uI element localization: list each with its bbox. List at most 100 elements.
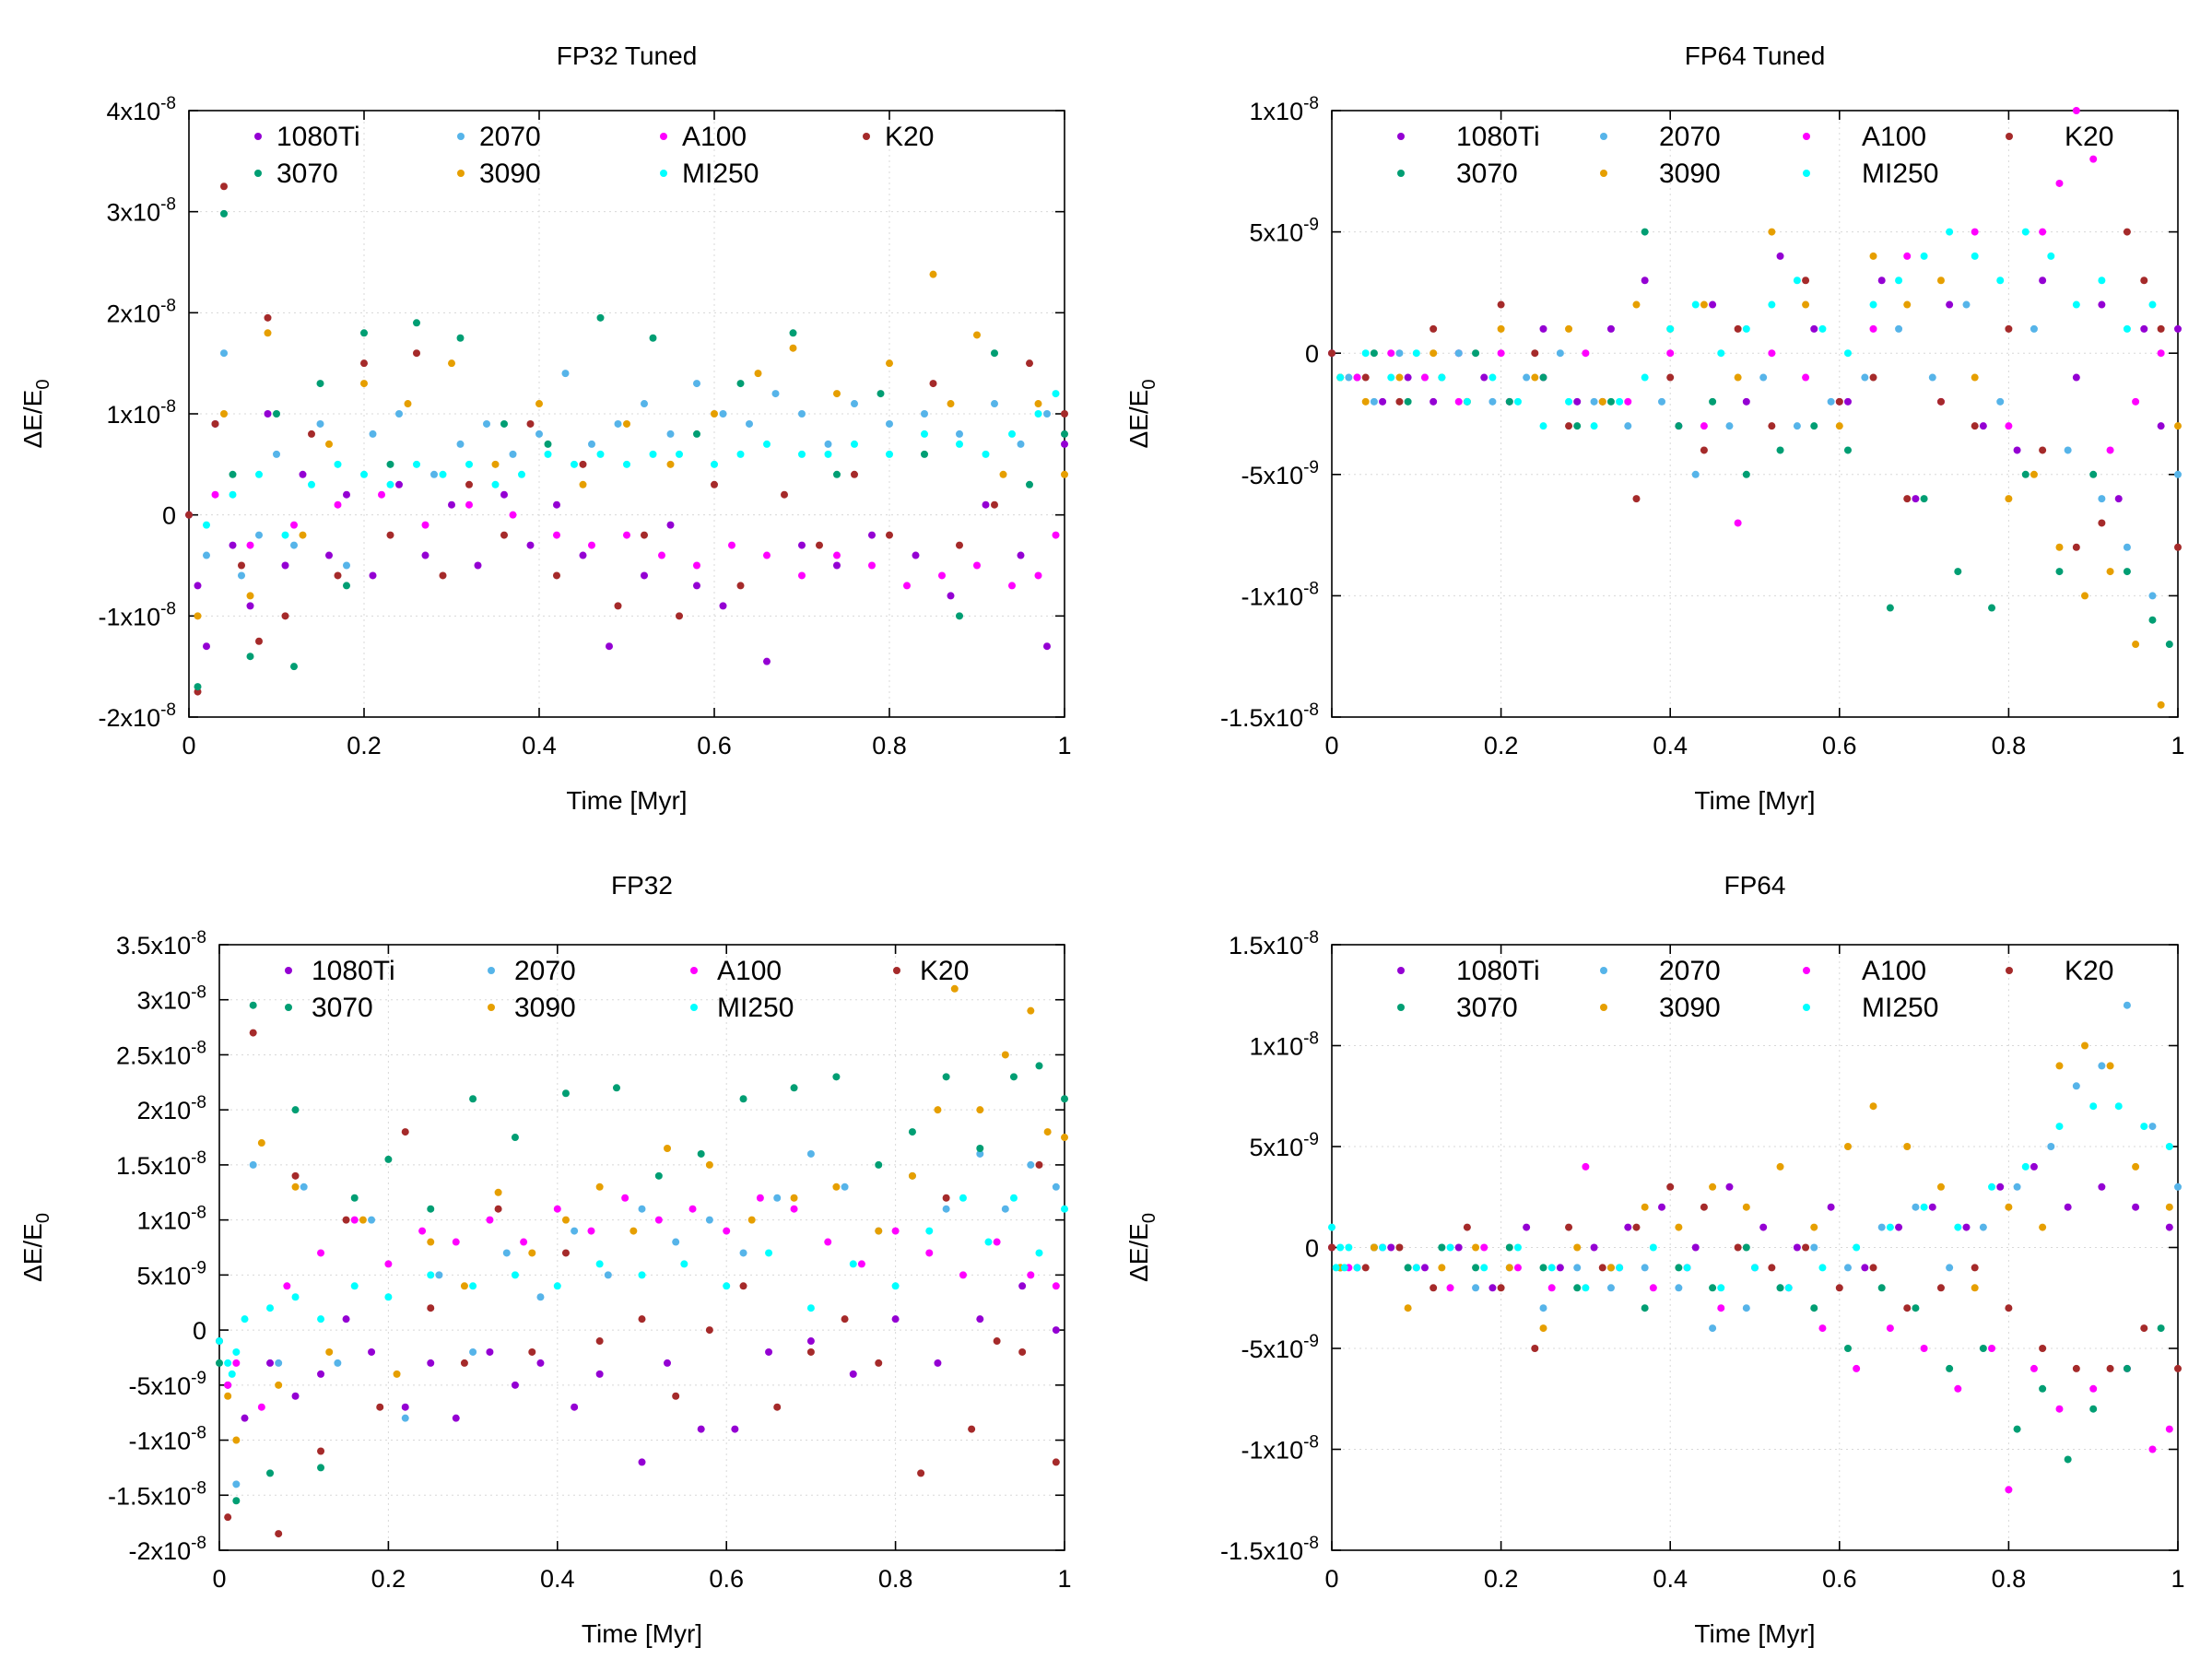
data-point-3090 <box>1709 1182 1717 1191</box>
x-tick-label: 0.2 <box>371 1565 406 1593</box>
data-point-k20 <box>1497 1284 1505 1292</box>
data-point-2070 <box>851 400 858 408</box>
data-point-3070 <box>1742 1243 1750 1252</box>
data-point-3070 <box>1886 604 1894 612</box>
data-point-1080ti <box>2165 1223 2173 1231</box>
legend-label-1080ti: 1080Ti <box>1456 122 1540 152</box>
data-point-2070 <box>2148 1123 2157 1131</box>
legend-marker-3090 <box>1600 1004 1607 1011</box>
data-point-mi250 <box>1539 422 1547 430</box>
data-point-k20 <box>917 1469 925 1477</box>
data-point-k20 <box>1936 1284 1945 1292</box>
data-point-mi250 <box>2140 1123 2148 1131</box>
data-point-1080ti <box>2072 373 2080 382</box>
data-point-mi250 <box>1008 429 1016 438</box>
data-point-1080ti <box>947 592 955 600</box>
data-point-3070 <box>1641 228 1649 236</box>
data-point-3070 <box>290 663 298 671</box>
data-point-2070 <box>1624 422 1632 430</box>
data-point-3090 <box>1734 373 1742 382</box>
data-point-1080ti <box>368 1347 376 1356</box>
data-point-a100 <box>1387 349 1395 358</box>
data-point-2070 <box>886 419 893 428</box>
y-tick-label: 2x10-8 <box>137 1093 206 1124</box>
data-point-3090 <box>1869 1102 1877 1111</box>
data-point-3070 <box>991 349 998 358</box>
data-point-3070 <box>1573 422 1582 430</box>
data-point-3090 <box>790 1194 798 1202</box>
data-point-3070 <box>220 209 228 218</box>
data-point-3070 <box>1641 1304 1649 1312</box>
data-point-3090 <box>1430 349 1438 358</box>
data-point-3070 <box>246 653 254 661</box>
data-point-3090 <box>535 400 543 408</box>
x-axis-label: Time [Myr] <box>566 786 687 815</box>
data-point-k20 <box>816 541 823 549</box>
x-tick-label: 0.8 <box>872 732 907 759</box>
data-point-mi250 <box>228 1370 236 1378</box>
data-point-mi250 <box>1336 1243 1345 1252</box>
data-point-k20 <box>413 349 420 358</box>
data-point-2070 <box>1810 1243 1818 1252</box>
data-point-mi250 <box>511 1271 519 1279</box>
data-point-3070 <box>2148 616 2157 624</box>
data-point-mi250 <box>1793 276 1801 285</box>
data-point-2070 <box>1675 1284 1683 1292</box>
data-point-2070 <box>1556 349 1564 358</box>
data-point-3070 <box>2021 470 2030 478</box>
data-point-k20 <box>991 500 998 509</box>
data-point-mi250 <box>765 1249 773 1257</box>
data-point-mi250 <box>1818 324 1827 333</box>
data-point-3090 <box>1936 276 1945 285</box>
data-point-1080ti <box>421 551 429 559</box>
data-point-3070 <box>736 380 745 388</box>
data-point-k20 <box>460 1359 468 1367</box>
data-point-2070 <box>483 419 490 428</box>
data-point-3070 <box>194 683 202 691</box>
x-tick-label: 1 <box>1057 1565 1071 1593</box>
y-tick-label: 5x10-9 <box>1250 1130 1319 1161</box>
data-point-mi250 <box>2089 1102 2098 1111</box>
x-tick-label: 0 <box>1324 732 1338 759</box>
data-point-a100 <box>2072 107 2080 114</box>
data-point-2070 <box>561 370 570 378</box>
y-tick-label: 0 <box>162 502 176 530</box>
data-point-k20 <box>386 531 394 539</box>
legend-marker-mi250 <box>1803 170 1810 177</box>
data-point-3090 <box>2055 1062 2064 1070</box>
data-point-a100 <box>868 561 876 570</box>
data-point-mi250 <box>959 1194 967 1202</box>
data-point-3070 <box>1979 1345 1987 1352</box>
data-point-2070 <box>666 429 675 438</box>
data-point-1080ti <box>1573 397 1582 406</box>
data-point-3090 <box>754 370 762 378</box>
data-point-3090 <box>232 1436 241 1444</box>
data-point-k20 <box>439 571 447 580</box>
data-point-k20 <box>1361 1264 1370 1272</box>
data-point-3070 <box>561 1089 570 1098</box>
data-point-1080ti <box>1420 1264 1429 1272</box>
data-point-2070 <box>2064 446 2072 454</box>
chart-fp64-tuned: FP64 Tuned 1x10-8 5x10-9 0 -5x10-9 -1x10-8 -1.… <box>1106 0 2212 830</box>
legend-marker-3090 <box>488 1004 495 1011</box>
data-point-mi250 <box>1332 1264 1340 1272</box>
data-point-3070 <box>1035 1062 1043 1070</box>
legend-label-2070: 2070 <box>479 122 541 152</box>
data-point-a100 <box>993 1238 1001 1246</box>
y-tick-label: 2x10-8 <box>107 296 176 327</box>
data-point-a100 <box>1886 1324 1894 1333</box>
data-point-3070 <box>316 380 324 388</box>
data-point-k20 <box>2174 543 2182 551</box>
data-point-2070 <box>1691 470 1700 478</box>
data-point-mi250 <box>2072 300 2080 309</box>
data-point-1080ti <box>1404 373 1412 382</box>
data-point-2070 <box>255 531 263 539</box>
data-point-mi250 <box>798 450 806 458</box>
data-point-k20 <box>1463 1223 1471 1231</box>
x-tick-label: 0.2 <box>1484 732 1519 759</box>
data-point-a100 <box>509 511 517 519</box>
data-point-mi250 <box>386 480 394 488</box>
data-point-2070 <box>334 1359 342 1367</box>
y-tick-label: 1x10-8 <box>107 397 176 429</box>
data-point-k20 <box>1328 1243 1335 1252</box>
